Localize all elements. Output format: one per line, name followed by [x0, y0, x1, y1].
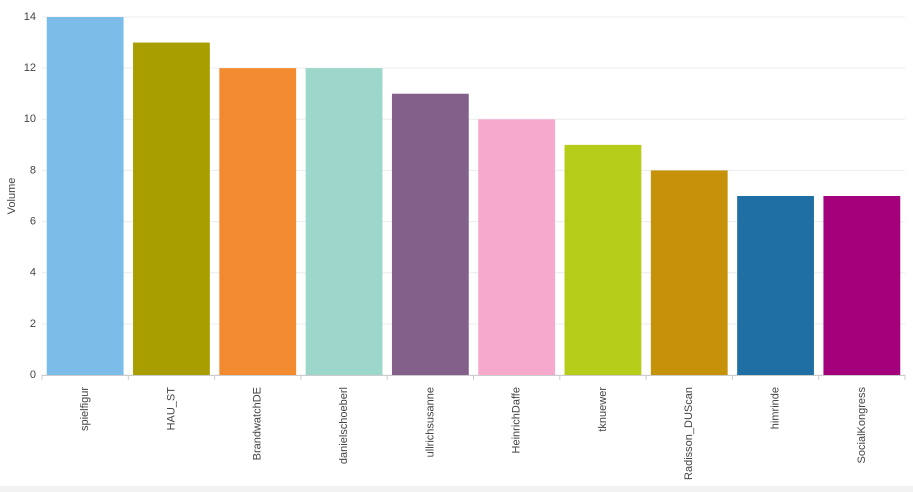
- y-tick-label: 14: [24, 11, 36, 23]
- x-tick-label: HeinrichDaffe: [511, 387, 523, 453]
- bar: [564, 144, 642, 375]
- bar: [219, 68, 297, 376]
- bar: [305, 68, 383, 376]
- x-tick-label: Radisson_DUScan: [683, 387, 695, 480]
- x-tick-label: himrinde: [769, 387, 781, 429]
- x-tick-label: HAU_ST: [165, 387, 177, 431]
- y-tick-label: 0: [30, 369, 36, 381]
- x-tick-label: BrandwatchDE: [252, 387, 264, 460]
- bottom-strip: [0, 486, 913, 492]
- y-tick-label: 8: [30, 164, 36, 176]
- bar: [133, 42, 210, 375]
- y-tick-label: 2: [30, 318, 36, 330]
- x-tick-label: SocialKongress: [856, 387, 868, 464]
- y-tick-label: 6: [30, 215, 36, 227]
- y-axis-label: Volume: [6, 178, 18, 215]
- y-tick-label: 10: [24, 113, 36, 125]
- x-tick-label: tknuewer: [597, 387, 609, 432]
- x-tick-label: spielfigur: [79, 387, 91, 431]
- bar: [391, 93, 469, 375]
- bar: [737, 196, 814, 375]
- y-tick-label: 4: [30, 267, 36, 279]
- x-tick-label: ullrichsusanne: [424, 387, 436, 457]
- bar: [46, 17, 124, 375]
- bar: [650, 170, 728, 375]
- bar: [478, 119, 556, 376]
- x-tick-label: danielschoeberl: [338, 387, 350, 464]
- y-tick-label: 12: [24, 62, 36, 74]
- bar: [823, 196, 901, 375]
